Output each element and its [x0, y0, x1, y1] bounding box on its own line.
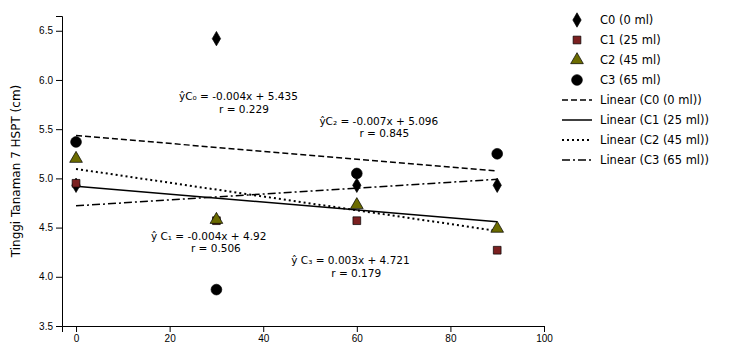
legend-swatch	[562, 159, 592, 161]
legend-label: Linear (C2 (45 ml))	[600, 133, 709, 147]
point	[71, 137, 82, 148]
legend-item: Linear (C2 (45 ml))	[562, 133, 709, 147]
tick-label: 6.5	[39, 25, 53, 36]
tick: 4.5	[39, 222, 62, 233]
regression-line	[76, 179, 497, 206]
point	[70, 151, 83, 162]
legend-swatch	[573, 13, 581, 27]
tick-label: 60	[352, 333, 364, 344]
point	[210, 212, 223, 223]
tick: 4.0	[39, 271, 62, 282]
legend-label: Linear (C0 (0 ml))	[600, 93, 702, 107]
tick-label: 100	[536, 333, 553, 344]
regression-line	[76, 186, 497, 221]
tick: 3.5	[39, 321, 62, 332]
tick-mark	[544, 326, 545, 332]
tick-mark	[56, 326, 62, 327]
tick: 100	[536, 326, 553, 344]
legend-label: C1 (25 ml)	[600, 33, 661, 47]
legend-swatch	[562, 99, 592, 101]
tick: 60	[352, 326, 364, 344]
point	[493, 178, 501, 192]
point	[211, 284, 222, 295]
tick-mark	[450, 326, 451, 332]
legend-swatch	[573, 36, 581, 44]
annotation: ŷ C₃ = 0.003x + 4.721r = 0.179	[291, 254, 409, 279]
y-axis-title: Tinggi Tanaman 7 HSPT (cm)	[9, 85, 23, 259]
legend-swatch	[562, 119, 592, 121]
tick-label: 4.5	[39, 222, 53, 233]
marks	[70, 31, 504, 295]
regression-line	[76, 169, 497, 231]
point	[491, 221, 504, 232]
tick: 6.5	[39, 25, 62, 36]
tick-label: 5.0	[39, 173, 53, 184]
point	[353, 217, 361, 225]
point	[72, 179, 80, 187]
legend-item: Linear (C3 (65 ml))	[562, 153, 709, 167]
point	[353, 178, 361, 192]
tick: 5.0	[39, 173, 62, 184]
x-axis: 0 20 40 60 80 100	[63, 326, 554, 344]
legend-item: C2 (45 ml)	[571, 53, 661, 67]
tick-label: 3.5	[39, 321, 53, 332]
tick-mark	[56, 80, 62, 81]
legend: C0 (0 ml) C1 (25 ml) C2 (45 ml) C3 (65 ml) L…	[562, 13, 709, 167]
tick: 6.0	[39, 75, 62, 86]
tick-label: 6.0	[39, 75, 53, 86]
tick-label: 4.0	[39, 271, 53, 282]
tick: 40	[258, 326, 270, 344]
tick-label: 20	[165, 333, 177, 344]
chart: 0 20 40 60 80 100 3.5 4.0 4.5 5.0 5.5 6.0 6.5 ŷC₀ = -…	[0, 0, 744, 356]
tick-label: 80	[445, 333, 457, 344]
tick-label: 40	[258, 333, 270, 344]
point	[493, 246, 501, 254]
tick-mark	[56, 178, 62, 179]
legend-item: C1 (25 ml)	[573, 33, 661, 47]
tick-mark	[56, 129, 62, 130]
plot: 0 20 40 60 80 100 3.5 4.0 4.5 5.0 5.5 6.0 6.5 ŷC₀ = -…	[39, 17, 553, 345]
tick-label: 0	[74, 333, 80, 344]
legend-swatch	[571, 53, 584, 64]
tick-mark	[170, 326, 171, 332]
tick: 80	[445, 326, 457, 344]
legend-label: C3 (65 ml)	[600, 73, 661, 87]
y-axis: 3.5 4.0 4.5 5.0 5.5 6.0 6.5	[39, 17, 62, 332]
annotation: ŷ C₁ = -0.004x + 4.92r = 0.506	[151, 230, 266, 255]
legend-item: Linear (C1 (25 ml))	[562, 113, 709, 127]
legend-label: Linear (C1 (25 ml))	[600, 113, 709, 127]
tick-mark	[263, 326, 264, 332]
tick-mark	[56, 31, 62, 32]
legend-label: C2 (45 ml)	[600, 53, 661, 67]
annotations: ŷC₀ = -0.004x + 5.435r = 0.229 ŷC₂ = -0.0…	[151, 90, 439, 279]
tick-label: 5.5	[39, 124, 53, 135]
tick: 0	[74, 326, 80, 344]
point	[351, 168, 362, 179]
point	[72, 178, 80, 192]
legend-label: Linear (C3 (65 ml))	[600, 153, 709, 167]
legend-swatch	[562, 139, 592, 141]
tick: 20	[165, 326, 177, 344]
legend-label: C0 (0 ml)	[600, 13, 653, 27]
annotation: ŷC₀ = -0.004x + 5.435r = 0.229	[179, 90, 298, 115]
axis-line	[63, 327, 545, 333]
tick-mark	[56, 277, 62, 278]
legend-item: Linear (C0 (0 ml))	[562, 93, 702, 107]
tick-mark	[56, 228, 62, 229]
tick-mark	[357, 326, 358, 332]
point	[492, 148, 503, 159]
legend-swatch	[572, 75, 583, 86]
legend-item: C0 (0 ml)	[573, 13, 654, 28]
tick-mark	[76, 326, 77, 332]
point	[212, 31, 220, 45]
regression-line	[76, 136, 497, 171]
legend-item: C3 (65 ml)	[572, 73, 661, 87]
point	[350, 198, 363, 209]
tick: 5.5	[39, 124, 62, 135]
annotation: ŷC₂ = -0.007x + 5.096r = 0.845	[319, 115, 438, 140]
axis-line	[56, 17, 63, 327]
